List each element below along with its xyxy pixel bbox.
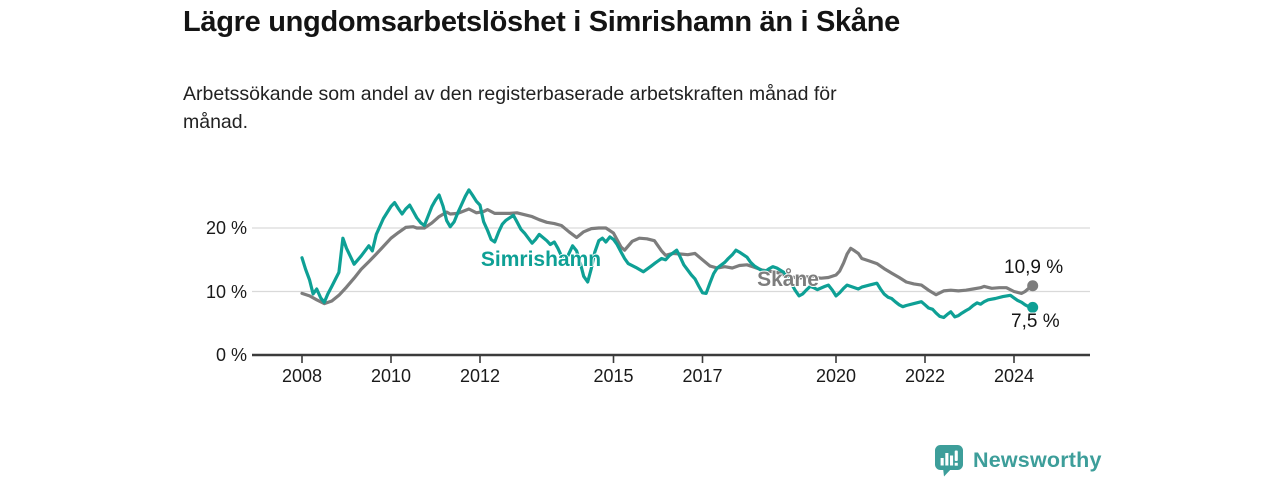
x-tick-label: 2012 xyxy=(459,366,501,386)
series-label-simrishamn: Simrishamn xyxy=(480,248,602,271)
x-tick-label: 2017 xyxy=(682,366,723,386)
bar-chart-speech-bubble-icon xyxy=(935,445,963,477)
chart-subtitle: Arbetssökande som andel av den registerb… xyxy=(183,83,837,134)
x-tick-label: 2015 xyxy=(593,366,634,386)
brand-name: Newsworthy xyxy=(973,448,1102,472)
chart-title: Lägre ungdomsarbetslöshet i Simrishamn ä… xyxy=(183,6,900,38)
y-tick-label: 20 % xyxy=(205,218,247,238)
series-end-dot-simrishamn xyxy=(1027,301,1039,313)
x-tick-label: 2020 xyxy=(815,366,857,386)
end-value-label-skane: 10,9 % xyxy=(1004,257,1064,278)
series-end-dot-skåne xyxy=(1027,280,1039,292)
newsworthy-logo: Newsworthy xyxy=(934,444,1102,477)
y-tick-label: 0 % xyxy=(215,345,247,365)
series-label-skane: Skåne xyxy=(757,268,819,291)
x-tick-label: 2022 xyxy=(904,366,946,386)
series-line-simrishamn xyxy=(300,188,1035,320)
x-tick-label: 2008 xyxy=(281,366,323,386)
x-tick-label: 2010 xyxy=(370,366,412,386)
y-tick-label: 10 % xyxy=(205,281,247,302)
end-value-label-simrishamn: 7,5 % xyxy=(1011,311,1060,332)
x-tick-label: 2024 xyxy=(993,366,1035,386)
